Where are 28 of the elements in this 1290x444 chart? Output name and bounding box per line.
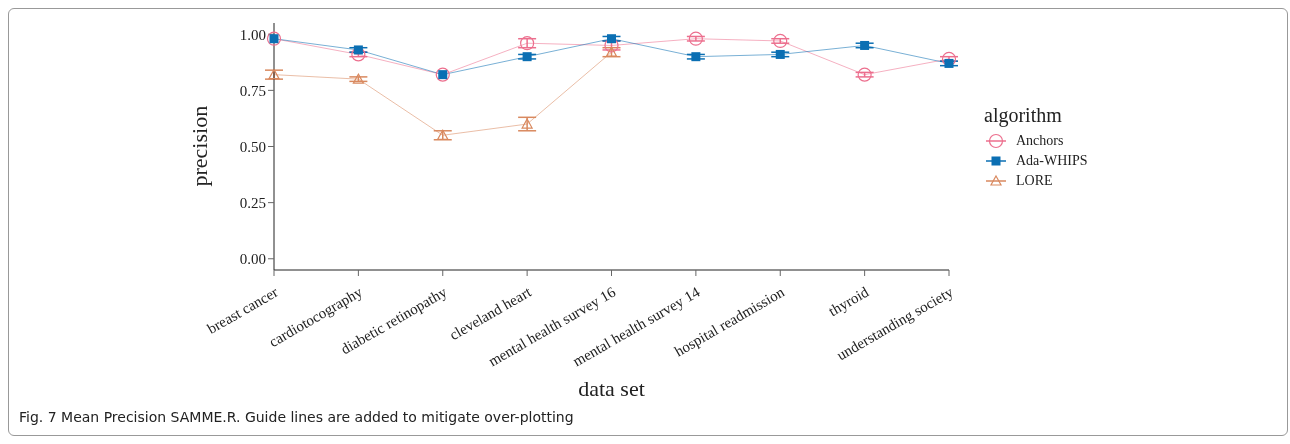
point bbox=[775, 49, 785, 59]
point bbox=[860, 40, 870, 50]
point bbox=[268, 69, 280, 80]
point bbox=[605, 46, 618, 57]
point bbox=[352, 73, 364, 84]
point bbox=[522, 52, 532, 62]
y-tick-label: 0.00 bbox=[239, 251, 266, 268]
point bbox=[691, 52, 701, 62]
caption: Fig. 7 Mean Precision SAMME.R. Guide lines are added to mitigate over-plotting bbox=[19, 409, 574, 425]
legend-label: Ada-WHIPS bbox=[1016, 153, 1088, 169]
point bbox=[857, 67, 872, 82]
point bbox=[941, 51, 957, 67]
y-tick-label: 1.00 bbox=[239, 26, 266, 43]
point bbox=[521, 118, 533, 129]
y-tick-label: 0.25 bbox=[239, 194, 266, 211]
point bbox=[688, 31, 703, 46]
point bbox=[944, 58, 954, 68]
x-axis-title: data set bbox=[578, 376, 645, 401]
y-tick-label: 0.50 bbox=[239, 138, 266, 155]
legend-label: Anchors bbox=[1016, 133, 1064, 149]
y-tick-label: 0.75 bbox=[239, 82, 266, 99]
legend-title: algorithm bbox=[984, 104, 1063, 127]
y-axis-title: precision bbox=[186, 105, 212, 187]
point bbox=[353, 45, 363, 55]
point bbox=[351, 47, 366, 62]
legend-label: LORE bbox=[1016, 173, 1053, 189]
point bbox=[437, 129, 449, 140]
point bbox=[773, 33, 788, 49]
